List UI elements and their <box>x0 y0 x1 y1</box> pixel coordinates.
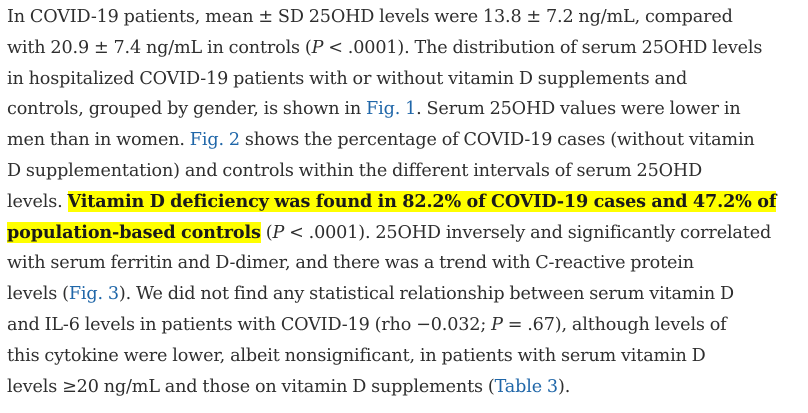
paragraph-line: this cytokine were lower, albeit nonsign… <box>7 341 807 372</box>
paragraph-line: controls, grouped by gender, is shown in… <box>7 94 807 125</box>
paragraph-text: . Serum 25OHD values were lower in <box>416 99 741 120</box>
p-value-symbol: P <box>491 314 503 335</box>
paragraph-line: with 20.9 ± 7.4 ng/mL in controls (P < .… <box>7 33 807 64</box>
paragraph-text: D supplementation) and controls within t… <box>7 160 703 181</box>
fig-1-link[interactable]: Fig. 1 <box>366 99 417 120</box>
paragraph-line: in hospitalized COVID-19 patients with o… <box>7 64 807 95</box>
paragraph-text: controls, grouped by gender, is shown in <box>7 99 367 120</box>
paragraph-text: shows the percentage of COVID-19 cases (… <box>239 130 755 151</box>
paragraph-text: ). We did not find any statistical relat… <box>118 284 734 305</box>
paragraph-text: ). <box>557 376 571 397</box>
paragraph-text: levels. <box>7 191 68 212</box>
fig-3-link[interactable]: Fig. 3 <box>68 284 119 305</box>
paragraph-line: levels (Fig. 3). We did not find any sta… <box>7 279 807 310</box>
paragraph-line: levels ≥20 ng/mL and those on vitamin D … <box>7 372 807 403</box>
paragraph-text: levels ≥20 ng/mL and those on vitamin D … <box>7 376 495 397</box>
paragraph-text: with serum ferritin and D-dimer, and the… <box>7 253 694 274</box>
paragraph-text: In COVID-19 patients, mean ± SD 25OHD le… <box>7 7 733 27</box>
paragraph-text: ( <box>260 222 273 243</box>
p-value-symbol: P <box>272 222 285 243</box>
article-paragraph: In COVID-19 patients, mean ± SD 25OHD le… <box>7 2 807 402</box>
fig-2-link[interactable]: Fig. 2 <box>189 130 240 151</box>
paragraph-line: D supplementation) and controls within t… <box>7 156 807 187</box>
paragraph-text: this cytokine were lower, albeit nonsign… <box>7 345 706 366</box>
paragraph-line: levels. Vitamin D deficiency was found i… <box>7 187 807 218</box>
highlighted-text: Vitamin D deficiency was found in 82.2% … <box>67 190 777 212</box>
paragraph-line: and IL-6 levels in patients with COVID-1… <box>7 310 807 341</box>
p-value-symbol: P <box>311 37 324 58</box>
table-3-link[interactable]: Table 3 <box>494 376 559 397</box>
paragraph-text: = .67), although levels of <box>502 314 727 335</box>
highlighted-text: population-based controls <box>7 221 261 243</box>
paragraph-text: with 20.9 ± 7.4 ng/mL in controls ( <box>7 37 312 58</box>
paragraph-line: In COVID-19 patients, mean ± SD 25OHD le… <box>7 2 807 33</box>
paragraph-text: in hospitalized COVID-19 patients with o… <box>7 68 688 89</box>
paragraph-text: men than in women. <box>7 130 190 151</box>
paragraph-line: with serum ferritin and D-dimer, and the… <box>7 248 807 279</box>
paragraph-text: < .0001). 25OHD inversely and significan… <box>284 222 772 243</box>
paragraph-text: < .0001). The distribution of serum 25OH… <box>323 37 763 58</box>
paragraph-line: men than in women. Fig. 2 shows the perc… <box>7 125 807 156</box>
paragraph-text: and IL-6 levels in patients with COVID-1… <box>7 314 492 335</box>
paragraph-line: population-based controls (P < .0001). 2… <box>7 218 807 249</box>
paragraph-text: levels ( <box>7 284 69 305</box>
